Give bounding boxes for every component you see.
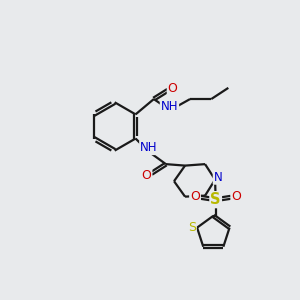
Text: S: S (188, 220, 196, 233)
Text: O: O (168, 82, 178, 95)
Text: O: O (190, 190, 200, 202)
Text: NH: NH (140, 141, 158, 154)
Text: O: O (231, 190, 241, 202)
Text: N: N (214, 171, 222, 184)
Text: NH: NH (161, 100, 178, 112)
Text: O: O (142, 169, 152, 182)
Text: S: S (210, 192, 221, 207)
